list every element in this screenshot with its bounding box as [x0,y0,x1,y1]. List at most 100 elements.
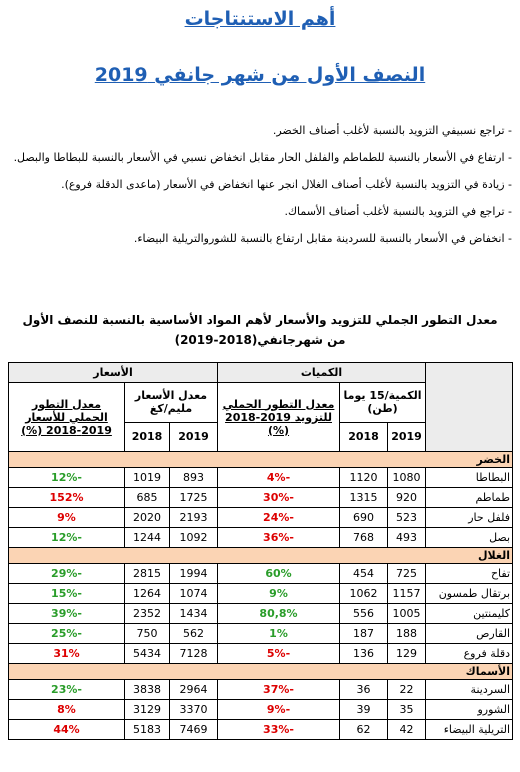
product-name: البطاطا [425,467,514,488]
value-cell: 920 [387,487,427,508]
value-cell: 1994 [169,563,219,584]
value-cell: 2964 [169,679,219,700]
value-cell: 454 [339,563,389,584]
value-cell: 2352 [124,603,171,624]
product-name: التريلية البيضاء [425,719,514,740]
data-row: دقلة فروع 129 136 -5% 7128 5434 31% [7,643,514,664]
product-name: بصل [425,527,514,548]
value-cell: 1080 [387,467,427,488]
section-row: الأسماك [7,663,514,680]
product-name: فلفل حار [425,507,514,528]
value-cell: 9% [217,583,341,604]
header-row: الكميات الأسعار [7,362,514,452]
value-cell: 523 [387,507,427,528]
subtitle: النصف الأول من شهر جانفي 2019 [94,64,426,86]
data-row: السردينة 22 36 -37% 2964 3838 -23% [7,679,514,700]
data-row: تفاح 725 454 60% 1994 2815 -29% [7,563,514,584]
bullet: - انخفاض في الأسعار بالنسبة للسردينة مقا… [133,232,512,245]
value-cell: 62 [339,719,389,740]
value-cell: -9% [217,699,341,720]
value-cell: 1434 [169,603,219,624]
data-row: برتقال طمسون 1157 1062 9% 1074 1264 -15% [7,583,514,604]
value-cell: 1062 [339,583,389,604]
data-row: طماطم 920 1315 -30% 1725 685 152% [7,487,514,508]
section-name: الأسماك [7,663,514,680]
value-cell: 893 [169,467,219,488]
value-cell: 768 [339,527,389,548]
title: أهم الاستنتاجات [184,8,336,30]
product-name: برتقال طمسون [425,583,514,604]
value-cell: 7128 [169,643,219,664]
value-cell: 5434 [124,643,171,664]
header-cell: الكمية/15 يوما (طن) [339,382,427,423]
product-name: الشورو [425,699,514,720]
value-cell: -5% [217,643,341,664]
value-cell: -4% [217,467,341,488]
value-cell: 42 [387,719,427,740]
year-cell: 2019 [169,421,219,453]
value-cell: 690 [339,507,389,528]
value-cell: 1019 [124,467,171,488]
value-cell: -15% [7,583,126,604]
value-cell: 1244 [124,527,171,548]
value-cell: 39 [339,699,389,720]
product-name: القارص [425,623,514,644]
value-cell: -29% [7,563,126,584]
value-cell: 1005 [387,603,427,624]
product-name: دقلة فروع [425,643,514,664]
value-cell: 493 [387,527,427,548]
product-name: طماطم [425,487,514,508]
value-cell: 22 [387,679,427,700]
value-cell: 136 [339,643,389,664]
value-cell: 35 [387,699,427,720]
value-cell: 188 [387,623,427,644]
value-cell: 1264 [124,583,171,604]
value-cell: -33% [217,719,341,740]
value-cell: 2815 [124,563,171,584]
year-cell: 2018 [124,421,171,453]
data-row: التريلية البيضاء 42 62 -33% 7469 5183 44% [7,719,514,740]
value-cell: 685 [124,487,171,508]
value-cell: 1% [217,623,341,644]
value-cell: 8% [7,699,126,720]
header-cell: الكميات [217,362,427,383]
value-cell: -37% [217,679,341,700]
value-cell: 1157 [387,583,427,604]
header-cell [425,362,514,452]
section-name: الخضر [7,451,514,468]
value-cell: 750 [124,623,171,644]
value-cell: 80,8% [217,603,341,624]
value-cell: 129 [387,643,427,664]
section-row: الغلال [7,547,514,564]
value-cell: 2193 [169,507,219,528]
value-cell: 725 [387,563,427,584]
product-name: السردينة [425,679,514,700]
value-cell: 1315 [339,487,389,508]
value-cell: 7469 [169,719,219,740]
header-row: 2019 2018 2019 2018 [9,421,513,453]
data-row: فلفل حار 523 690 -24% 2193 2020 9% [7,507,514,528]
header-cell: الأسعار [7,362,219,383]
product-name: تفاح [425,563,514,584]
value-cell: -36% [217,527,341,548]
value-cell: 31% [7,643,126,664]
value-cell: -12% [7,467,126,488]
bullet: - زيادة في التزويد بالنسبة لأغلب أصناف ا… [61,178,512,191]
bullet: - تراجع في التزويد بالنسبة لأغلب أصناف ا… [284,205,512,218]
table-title: معدل التطور الجملي للتزويد والأسعار لأهم… [22,313,498,347]
year-cell: 2018 [339,421,389,453]
data-row: بصل 493 768 -36% 1092 1244 -12% [7,527,514,548]
value-cell: 9% [7,507,126,528]
section-name: الغلال [7,547,514,564]
value-cell: 152% [7,487,126,508]
value-cell: -24% [217,507,341,528]
bullet: - تراجع نسبيفي التزويد بالنسبة لأغلب أصن… [272,124,512,137]
value-cell: 60% [217,563,341,584]
value-cell: 1092 [169,527,219,548]
header-cell: معدل التطور الجملي للتزويد 2019-2018 (%) [217,382,341,452]
data-row: القارص 188 187 1% 562 750 -25% [7,623,514,644]
value-cell: 3370 [169,699,219,720]
value-cell: -39% [7,603,126,624]
